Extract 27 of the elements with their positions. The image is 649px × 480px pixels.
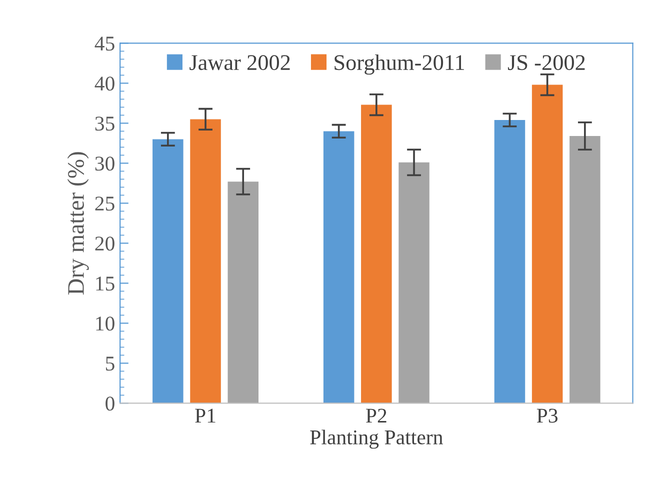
y-tick-label: 15	[96, 276, 114, 291]
y-tick-label: 10	[96, 316, 114, 331]
bar	[228, 182, 258, 404]
legend-label: Sorghum-2011	[334, 54, 464, 75]
y-tick-label: 0	[106, 396, 114, 411]
y-tick-label: 5	[106, 356, 114, 371]
x-tick-label: P2	[366, 408, 386, 423]
y-tick-label: 35	[95, 116, 114, 131]
x-axis-title: Planting Pattern	[310, 430, 443, 449]
bar	[494, 120, 526, 404]
y-tick-label: 40	[94, 76, 114, 91]
bar	[190, 119, 221, 404]
bar	[532, 84, 563, 404]
bar	[398, 162, 430, 404]
y-tick-label: 30	[95, 156, 114, 171]
bar	[570, 136, 600, 404]
y-tick-label: 20	[95, 236, 114, 251]
x-tick-label: P1	[195, 408, 216, 423]
x-tick-label: P3	[536, 408, 558, 423]
bar	[152, 139, 184, 404]
bar	[323, 131, 354, 404]
legend-label: Jawar 2002	[190, 55, 290, 70]
y-tick-label: 25	[95, 196, 114, 211]
y-axis-title: Dry matter (%)	[67, 152, 89, 295]
bar	[361, 104, 392, 404]
y-tick-label: 45	[94, 36, 114, 51]
legend-label: JS -2002	[508, 55, 585, 70]
